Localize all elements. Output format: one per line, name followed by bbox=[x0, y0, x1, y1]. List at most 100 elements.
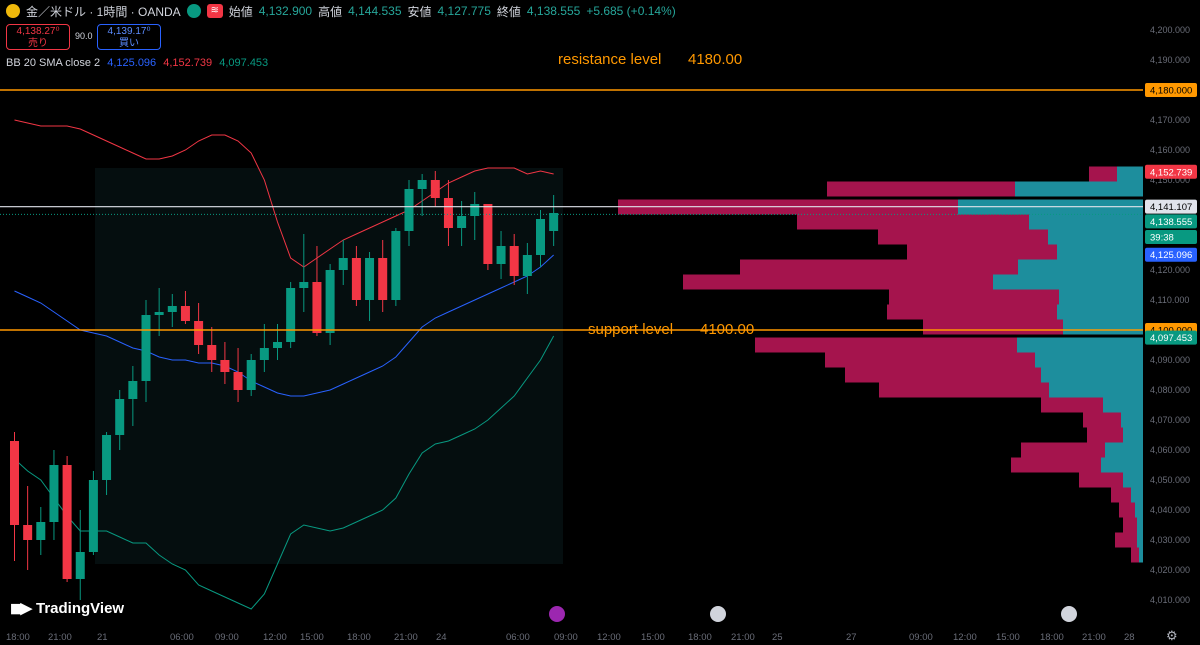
volume-bar-up bbox=[1017, 337, 1143, 353]
price-tick-label: 4,170.000 bbox=[1150, 115, 1190, 125]
time-tick-label: 21:00 bbox=[48, 632, 72, 643]
tradingview-logo[interactable]: ◼▶ TradingView bbox=[10, 599, 125, 618]
time-tick-label: 12:00 bbox=[597, 632, 621, 643]
buy-label: 買い bbox=[119, 38, 139, 49]
candle-body bbox=[549, 213, 559, 231]
candle-body bbox=[259, 348, 269, 360]
volume-bar-down bbox=[683, 274, 993, 290]
sell-button[interactable]: 4,138.27⁰ 売り bbox=[6, 24, 70, 50]
candle-body bbox=[522, 255, 532, 276]
time-tick-label: 28 bbox=[1124, 632, 1135, 643]
resistance-annotation: resistance level bbox=[558, 51, 661, 68]
buy-button[interactable]: 4,139.17⁰ 買い bbox=[97, 24, 161, 50]
candle-body bbox=[312, 282, 322, 333]
price-tick-label: 4,030.000 bbox=[1150, 535, 1190, 545]
volume-bar-down bbox=[1011, 457, 1101, 473]
volume-bar-up bbox=[1137, 532, 1143, 548]
volume-bar-down bbox=[887, 304, 1057, 320]
time-axis[interactable]: 18:00 21:00 21 06:00 09:00 12:00 15:00 18:00 21:… bbox=[6, 632, 1135, 643]
candle-body bbox=[167, 306, 177, 312]
volume-bar-up bbox=[1123, 427, 1143, 443]
candle-body bbox=[391, 231, 401, 300]
basis-badge bbox=[1145, 247, 1197, 262]
time-tick-label: 18:00 bbox=[6, 632, 30, 643]
last-price-badge-text: 4,138.555 bbox=[1150, 217, 1192, 228]
gold-icon bbox=[6, 4, 20, 18]
candle-body bbox=[194, 321, 204, 345]
candle-body bbox=[154, 312, 164, 315]
high-label: 高値 bbox=[318, 4, 343, 19]
price-tick-label: 4,150.000 bbox=[1150, 175, 1190, 185]
buy-price: 4,139.17⁰ bbox=[107, 26, 151, 37]
candle-body bbox=[457, 216, 467, 228]
time-tick-label: 15:00 bbox=[641, 632, 665, 643]
upper-band-badge bbox=[1145, 164, 1197, 179]
volume-bar-down bbox=[1079, 472, 1123, 488]
volume-bar-down bbox=[1083, 412, 1121, 428]
us-flag-icon bbox=[710, 606, 726, 622]
upper-band-badge-text: 4,152.739 bbox=[1150, 167, 1192, 178]
us-flag-icon bbox=[1061, 606, 1077, 622]
time-tick-label: 25 bbox=[772, 632, 783, 643]
bolt-icon bbox=[549, 606, 565, 622]
time-tick-label: 24 bbox=[436, 632, 447, 643]
symbol-name[interactable]: 金／米ドル · 1時間 · OANDA bbox=[26, 4, 181, 19]
price-tick-label: 4,010.000 bbox=[1150, 595, 1190, 605]
symbol-header: 金／米ドル · 1時間 · OANDA ≋ 始値 4,132.900 高値 4,14… bbox=[6, 3, 676, 19]
price-tick-label: 4,060.000 bbox=[1150, 445, 1190, 455]
volume-bar-down bbox=[827, 181, 1015, 197]
volume-bar-up bbox=[1101, 457, 1143, 473]
open-label: 始値 bbox=[228, 4, 253, 19]
time-tick-label: 27 bbox=[846, 632, 857, 643]
candle-body bbox=[102, 435, 112, 480]
volume-bar-down bbox=[1041, 397, 1103, 413]
time-tick-label: 06:00 bbox=[506, 632, 530, 643]
price-tick-label: 4,120.000 bbox=[1150, 265, 1190, 275]
volume-bar-up bbox=[1139, 547, 1143, 563]
time-tick-label: 09:00 bbox=[215, 632, 239, 643]
volume-bar-down bbox=[1123, 517, 1137, 533]
basis-badge-text: 4,125.096 bbox=[1150, 250, 1192, 261]
volume-bar-up bbox=[1137, 517, 1143, 533]
volume-bar-down bbox=[907, 244, 1057, 260]
price-tick-label: 4,080.000 bbox=[1150, 385, 1190, 395]
countdown-text: 39:38 bbox=[1150, 233, 1174, 244]
volume-bar-up bbox=[1105, 442, 1143, 458]
bollinger-bands bbox=[14, 119, 555, 610]
volume-bar-down bbox=[889, 289, 1059, 305]
candle-body bbox=[378, 258, 388, 300]
volume-bar-down bbox=[740, 259, 1018, 275]
selected-range bbox=[95, 168, 563, 564]
price-tick-label: 4,110.000 bbox=[1150, 295, 1189, 305]
indicator-legend[interactable]: BB 20 SMA close 2 4,125.096 4,152.739 4,… bbox=[6, 57, 272, 69]
low-value: 4,127.775 bbox=[437, 4, 491, 18]
volume-bar-up bbox=[1018, 259, 1143, 275]
lower-band-badge bbox=[1145, 330, 1197, 345]
volume-bar-up bbox=[1059, 289, 1143, 305]
candle-body bbox=[299, 282, 309, 288]
gear-icon[interactable]: ⚙ bbox=[1166, 628, 1178, 643]
support-annotation: support level bbox=[588, 321, 673, 338]
volume-bar-up bbox=[1057, 304, 1143, 320]
support-annotation-value: 4100.00 bbox=[700, 321, 754, 338]
time-tick-label: 18:00 bbox=[347, 632, 371, 643]
brand-name: TradingView bbox=[36, 599, 125, 617]
resistance-annotation-value: 4180.00 bbox=[688, 51, 742, 68]
volume-bar-up bbox=[1049, 382, 1143, 398]
time-tick-label: 21:00 bbox=[394, 632, 418, 643]
candle-body bbox=[365, 258, 375, 300]
volume-bar-up bbox=[1041, 367, 1143, 383]
price-tick-label: 4,040.000 bbox=[1150, 505, 1190, 515]
time-tick-label: 12:00 bbox=[953, 632, 977, 643]
volume-bar-down bbox=[755, 337, 1017, 353]
market-open-icon bbox=[186, 4, 201, 18]
candle-body bbox=[115, 399, 125, 435]
candle-body bbox=[10, 441, 19, 525]
volume-bar-down bbox=[1021, 442, 1105, 458]
time-tick-label: 09:00 bbox=[909, 632, 933, 643]
time-tick-label: 15:00 bbox=[300, 632, 324, 643]
price-axis[interactable]: 4,200.000 4,190.000 4,170.000 4,160.000 4,15… bbox=[1145, 25, 1197, 605]
candle-body bbox=[338, 258, 348, 270]
candle-body bbox=[233, 372, 243, 390]
